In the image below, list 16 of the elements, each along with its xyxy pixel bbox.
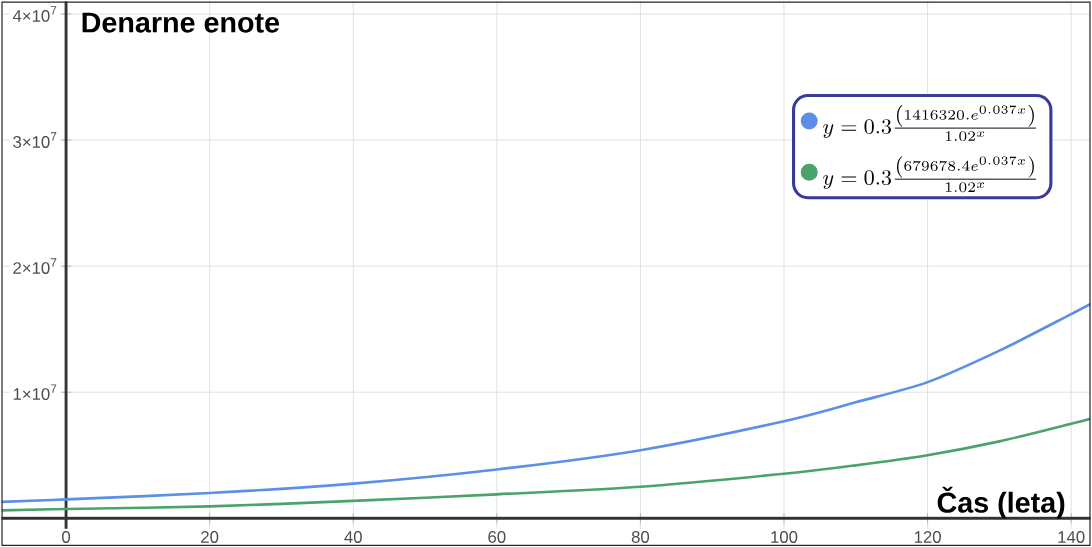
y-tick-label: 1×10$^{7}$ — [13, 384, 57, 400]
x-tick-label: 60 — [488, 530, 506, 543]
y-axis-title: Denarne enote — [82, 12, 280, 33]
y-tick-label: 2×10$^{7}$ — [13, 258, 57, 274]
x-tick-label: 100 — [771, 530, 798, 543]
x-tick-label: 20 — [201, 530, 219, 543]
x-tick-label: 120 — [914, 530, 941, 543]
legend-label: $y=0.3\frac{\left(1416320.e^{0.037x}\right)}{1.02^{x}}$ — [823, 104, 1037, 141]
x-tick-label: 40 — [344, 530, 362, 543]
x-tick-label: 0 — [62, 530, 71, 543]
x-tick-label: 140 — [1058, 530, 1085, 543]
x-tick-label: 80 — [631, 530, 650, 543]
legend-label: $y=0.3\frac{\left(679678.4e^{0.037x}\right)}{1.02^{x}}$ — [823, 155, 1037, 192]
y-tick-label: 4×10$^{7}$ — [12, 6, 57, 22]
x-axis-title: Čas (leta) — [937, 486, 1065, 519]
y-tick-label: 3×10$^{7}$ — [13, 132, 57, 148]
